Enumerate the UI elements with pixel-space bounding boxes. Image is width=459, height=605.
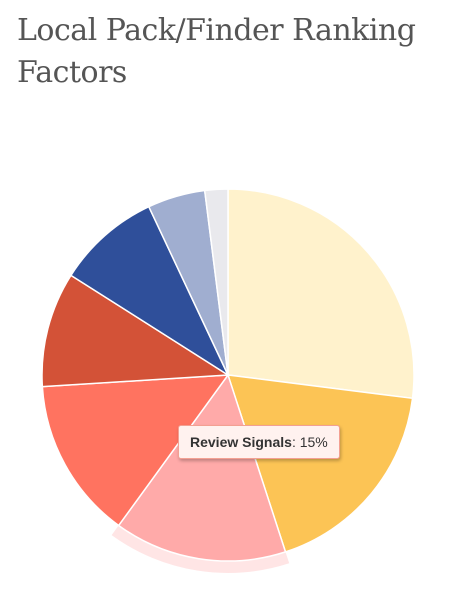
pie-slice-1[interactable] (227, 188, 415, 400)
pie-slice-8[interactable] (203, 188, 229, 376)
pie-slice-3[interactable] (117, 374, 287, 562)
tooltip-label: Review Signals (190, 434, 292, 450)
page-title: Local Pack/Finder Ranking Factors (17, 13, 416, 90)
pie-slice-4[interactable] (41, 374, 229, 527)
pie-slice-2[interactable] (227, 374, 414, 553)
tooltip-value: 15% (299, 434, 328, 450)
pie-slice-5[interactable] (41, 274, 229, 388)
pie-slice-6[interactable] (70, 205, 229, 376)
tooltip-separator: : (291, 434, 300, 450)
chart-tooltip: Review Signals: 15% (178, 425, 340, 459)
